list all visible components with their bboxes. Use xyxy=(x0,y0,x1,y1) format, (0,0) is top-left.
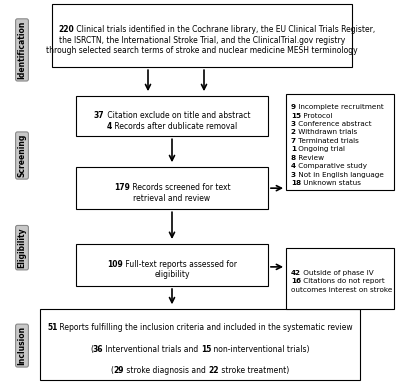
Text: 220: 220 xyxy=(58,25,74,34)
Text: Clinical trials identified in the Cochrane library, the EU Clinical Trials Regis: Clinical trials identified in the Cochra… xyxy=(74,25,375,34)
Text: stroke treatment): stroke treatment) xyxy=(219,366,289,375)
FancyBboxPatch shape xyxy=(76,244,268,286)
Text: 37: 37 xyxy=(94,111,104,120)
FancyBboxPatch shape xyxy=(76,167,268,209)
Text: stroke diagnosis and: stroke diagnosis and xyxy=(124,366,208,375)
Text: 42: 42 xyxy=(291,270,301,276)
Text: Not in English language: Not in English language xyxy=(296,172,384,178)
FancyBboxPatch shape xyxy=(52,4,352,67)
Text: 29: 29 xyxy=(114,366,124,375)
Text: eligibility: eligibility xyxy=(154,270,190,279)
Text: 15: 15 xyxy=(201,345,212,354)
Text: Records after dublicate removal: Records after dublicate removal xyxy=(112,121,237,131)
Text: (: ( xyxy=(111,366,114,375)
Text: Citations do not report: Citations do not report xyxy=(301,278,385,285)
Text: Eligibility: Eligibility xyxy=(18,227,26,268)
Text: 4: 4 xyxy=(291,163,296,169)
Text: (: ( xyxy=(90,345,93,354)
FancyBboxPatch shape xyxy=(286,248,394,309)
Text: 3: 3 xyxy=(291,172,296,178)
Text: Ongoing trial: Ongoing trial xyxy=(296,146,345,152)
Text: 109: 109 xyxy=(107,260,123,268)
Text: Withdrawn trials: Withdrawn trials xyxy=(296,129,357,136)
Text: Review: Review xyxy=(296,155,324,161)
Text: 36: 36 xyxy=(93,345,104,354)
Text: retrieval and review: retrieval and review xyxy=(134,194,210,202)
Text: 7: 7 xyxy=(291,138,296,144)
Text: Inclusion: Inclusion xyxy=(18,326,26,365)
Text: 15: 15 xyxy=(291,113,301,119)
Text: Reports fulfilling the inclusion criteria and included in the systematic review: Reports fulfilling the inclusion criteri… xyxy=(57,323,353,332)
Text: Full-text reports assessed for: Full-text reports assessed for xyxy=(123,260,237,268)
Text: Outside of phase IV: Outside of phase IV xyxy=(301,270,374,276)
Text: 9: 9 xyxy=(291,104,296,110)
Text: 3: 3 xyxy=(291,121,296,127)
Text: the ISRCTN, the International Stroke Trial, and the ClinicalTrial.gov registry: the ISRCTN, the International Stroke Tri… xyxy=(59,36,345,45)
Text: outcomes interest on stroke: outcomes interest on stroke xyxy=(291,287,392,293)
Text: Protocol: Protocol xyxy=(301,113,332,119)
Text: Interventional trials and: Interventional trials and xyxy=(104,345,201,354)
Text: 22: 22 xyxy=(208,366,219,375)
Text: through selected search terms of stroke and nuclear medicine MESH terminology: through selected search terms of stroke … xyxy=(46,46,358,55)
Text: 18: 18 xyxy=(291,180,301,186)
FancyBboxPatch shape xyxy=(76,96,268,136)
Text: 8: 8 xyxy=(291,155,296,161)
Text: Unknown status: Unknown status xyxy=(301,180,361,186)
FancyBboxPatch shape xyxy=(286,94,394,190)
Text: 179: 179 xyxy=(114,183,130,192)
Text: 4: 4 xyxy=(107,121,112,131)
Text: 51: 51 xyxy=(47,323,57,332)
Text: Records screened for text: Records screened for text xyxy=(130,183,230,192)
Text: 2: 2 xyxy=(291,129,296,136)
Text: Comparative study: Comparative study xyxy=(296,163,367,169)
Text: Conference abstract: Conference abstract xyxy=(296,121,372,127)
Text: Citation exclude on title and abstract: Citation exclude on title and abstract xyxy=(104,111,250,120)
Text: Identification: Identification xyxy=(18,21,26,79)
Text: non-interventional trials): non-interventional trials) xyxy=(212,345,310,354)
FancyBboxPatch shape xyxy=(40,309,360,380)
Text: 1: 1 xyxy=(291,146,296,152)
Text: 16: 16 xyxy=(291,278,301,285)
Text: Screening: Screening xyxy=(18,134,26,177)
Text: Terminated trials: Terminated trials xyxy=(296,138,359,144)
Text: Incomplete recruitment: Incomplete recruitment xyxy=(296,104,384,110)
